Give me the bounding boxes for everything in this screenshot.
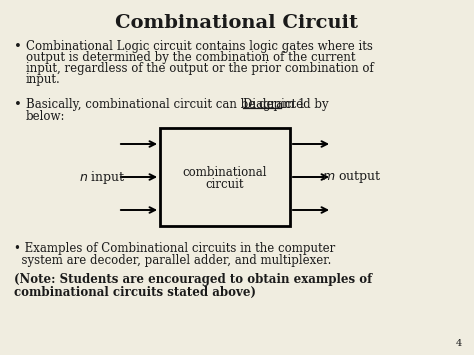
- Text: input, regardless of the output or the prior combination of: input, regardless of the output or the p…: [26, 62, 374, 75]
- Text: below:: below:: [26, 110, 65, 123]
- Text: •: •: [14, 98, 22, 111]
- Text: combinational circuits stated above): combinational circuits stated above): [14, 286, 256, 299]
- Text: 4: 4: [456, 339, 462, 348]
- Text: Combinational Circuit: Combinational Circuit: [116, 14, 358, 32]
- Text: Basically, combinational circuit can be depicted by: Basically, combinational circuit can be …: [26, 98, 332, 111]
- Text: input.: input.: [26, 73, 61, 86]
- Text: circuit: circuit: [206, 178, 244, 191]
- Text: • Examples of Combinational circuits in the computer: • Examples of Combinational circuits in …: [14, 242, 335, 255]
- Text: •: •: [14, 40, 22, 53]
- Bar: [160, 128, 290, 226]
- Text: output is determined by the combination of the current: output is determined by the combination …: [26, 51, 355, 64]
- Text: Diagram 1: Diagram 1: [243, 98, 306, 111]
- Text: system are decoder, parallel adder, and multiplexer.: system are decoder, parallel adder, and …: [14, 254, 331, 267]
- Text: $n$ input: $n$ input: [79, 169, 126, 186]
- Text: Combinational Logic circuit contains logic gates where its: Combinational Logic circuit contains log…: [26, 40, 373, 53]
- Text: combinational: combinational: [183, 165, 267, 179]
- Text: (Note: Students are encouraged to obtain examples of: (Note: Students are encouraged to obtain…: [14, 273, 372, 286]
- Text: $m$ output: $m$ output: [322, 169, 382, 185]
